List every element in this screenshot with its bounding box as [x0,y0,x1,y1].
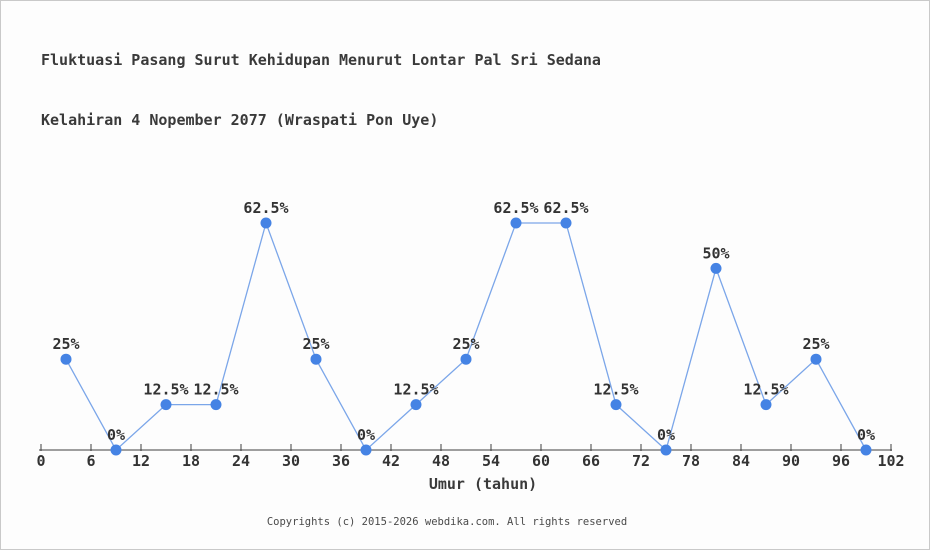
data-point [760,399,772,411]
data-point-label: 62.5% [493,199,538,217]
x-axis-tick-label: 96 [832,452,850,470]
x-axis-tick-label: 42 [382,452,400,470]
chart-title: Fluktuasi Pasang Surut Kehidupan Menurut… [41,10,601,170]
data-point-label: 12.5% [743,381,788,399]
data-point-label: 25% [452,335,479,353]
data-point-label: 12.5% [393,381,438,399]
data-point-label: 50% [702,244,729,262]
x-axis-tick-label: 0 [36,452,45,470]
data-point [460,353,472,365]
data-point-label: 12.5% [593,381,638,399]
x-axis-title: Umur (tahun) [428,475,538,493]
data-point-label: 25% [52,335,79,353]
x-axis-tick-label: 48 [432,452,450,470]
data-point [60,353,72,365]
data-point [160,399,172,411]
data-point-label: 0% [657,426,675,444]
data-point-label: 0% [107,426,125,444]
chart-title-line2: Kelahiran 4 Nopember 2077 (Wraspati Pon … [41,111,439,129]
data-point-label: 12.5% [193,381,238,399]
data-point-label: 0% [857,426,875,444]
x-axis-tick-label: 78 [682,452,700,470]
x-axis-tick-label: 90 [782,452,800,470]
x-axis-tick-label: 12 [132,452,150,470]
data-point [260,217,272,229]
x-axis-tick-label: 30 [282,452,300,470]
x-axis-tick-label: 84 [732,452,750,470]
copyright-text: Copyrights (c) 2015-2026 webdika.com. Al… [266,516,628,528]
data-point [360,444,372,456]
x-axis-tick-label: 102 [877,452,904,470]
data-point [660,444,672,456]
data-point-label: 25% [302,335,329,353]
data-point [110,444,122,456]
data-point [610,399,622,411]
chart-title-line1: Fluktuasi Pasang Surut Kehidupan Menurut… [41,51,601,69]
x-axis-tick-label: 24 [232,452,250,470]
data-point [210,399,222,411]
x-axis-tick-label: 66 [582,452,600,470]
data-point [860,444,872,456]
x-axis-tick-label: 36 [332,452,350,470]
data-point [510,217,522,229]
data-point-label: 62.5% [543,199,588,217]
x-axis-tick-label: 6 [86,452,95,470]
data-point-label: 62.5% [243,199,288,217]
data-point-label: 0% [357,426,375,444]
data-point [310,353,322,365]
x-axis-tick-label: 60 [532,452,550,470]
data-point-label: 25% [802,335,829,353]
data-point [560,217,572,229]
x-axis-tick-label: 54 [482,452,500,470]
data-point [410,399,422,411]
data-point [710,262,722,274]
x-axis-tick-label: 18 [182,452,200,470]
data-point-label: 12.5% [143,381,188,399]
x-axis-tick-label: 72 [632,452,650,470]
data-point [810,353,822,365]
